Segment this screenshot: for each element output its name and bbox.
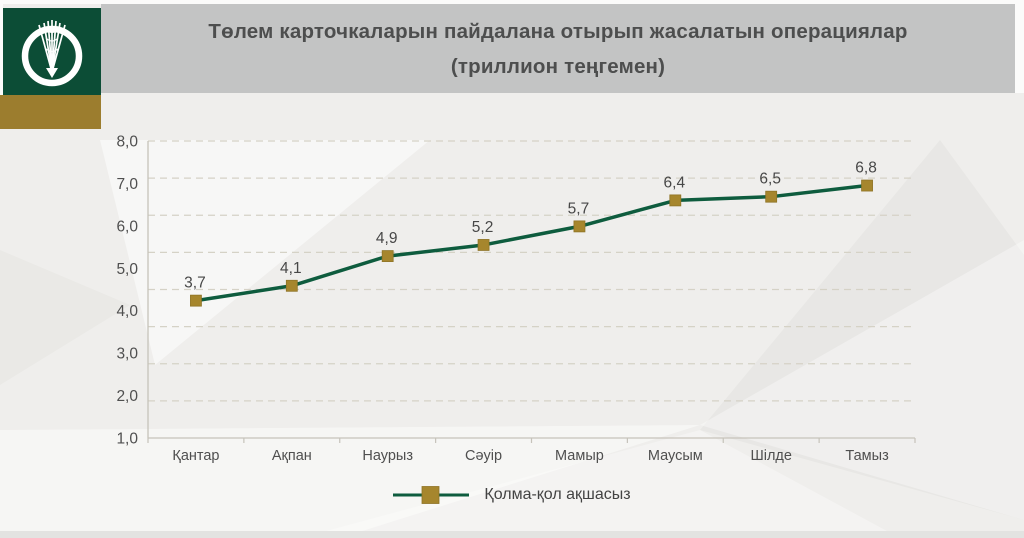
data-label: 3,7: [184, 275, 206, 292]
y-axis-label: 1,0: [116, 431, 138, 448]
decor-shape: [100, 140, 430, 365]
bank-emblem-icon: [21, 20, 83, 87]
data-label: 5,2: [472, 219, 494, 236]
chart-line: [195, 183, 868, 303]
x-axis-label: Тамыз: [845, 448, 889, 464]
right-white-sliver: [1015, 0, 1024, 93]
footer-strip: [0, 531, 1024, 538]
data-label: 5,7: [568, 200, 590, 217]
x-axis-label: Мамыр: [555, 448, 604, 464]
y-axis-label: 3,0: [116, 346, 138, 363]
data-point-marker: [190, 294, 202, 307]
chart-title: Төлем карточкаларын пайдалана отырып жас…: [208, 19, 908, 43]
data-point-marker: [669, 194, 682, 207]
data-point-marker: [381, 250, 394, 262]
x-axis-label: Ақпан: [272, 448, 312, 464]
chart-subtitle: (триллион теңгемен): [450, 54, 666, 78]
decor-shape: [0, 250, 130, 385]
top-white-strip: [0, 0, 1024, 4]
y-axis-label: 7,0: [116, 176, 138, 193]
data-point-marker: [477, 239, 490, 251]
y-axis-label: 8,0: [116, 134, 138, 151]
bank-logo: [3, 8, 101, 95]
data-label: 6,5: [759, 171, 781, 188]
gold-accent-bar: [0, 95, 101, 129]
data-point-marker: [861, 179, 873, 192]
left-white-sliver: [0, 0, 3, 95]
x-axis-label: Қантар: [172, 448, 219, 464]
decor-shape: [700, 140, 1024, 520]
y-axis-label: 2,0: [116, 388, 138, 405]
header-band: Төлем карточкаларын пайдалана отырып жас…: [101, 4, 1015, 93]
chart-legend: Қолма-қол ақшасыз: [0, 482, 1024, 508]
legend-swatch-icon: [393, 486, 470, 504]
data-point-marker: [573, 220, 586, 233]
x-axis-label: Шілде: [750, 448, 792, 464]
data-point-marker: [285, 279, 298, 292]
data-label: 6,4: [664, 174, 686, 191]
data-point-marker: [765, 190, 778, 203]
decor-shape: [0, 425, 700, 538]
legend-label: Қолма-қол ақшасыз: [484, 486, 631, 503]
decor-shape: [300, 430, 900, 538]
y-axis-label: 4,0: [116, 303, 138, 320]
data-label: 4,1: [280, 260, 302, 277]
data-label: 4,9: [376, 230, 398, 247]
y-axis-label: 6,0: [116, 218, 138, 235]
decor-shape: [700, 240, 1024, 520]
data-label: 6,8: [855, 160, 877, 177]
x-axis-label: Маусым: [648, 448, 703, 464]
x-axis-label: Наурыз: [362, 448, 413, 464]
y-axis-label: 5,0: [116, 261, 138, 278]
x-axis-label: Сәуір: [465, 448, 502, 464]
